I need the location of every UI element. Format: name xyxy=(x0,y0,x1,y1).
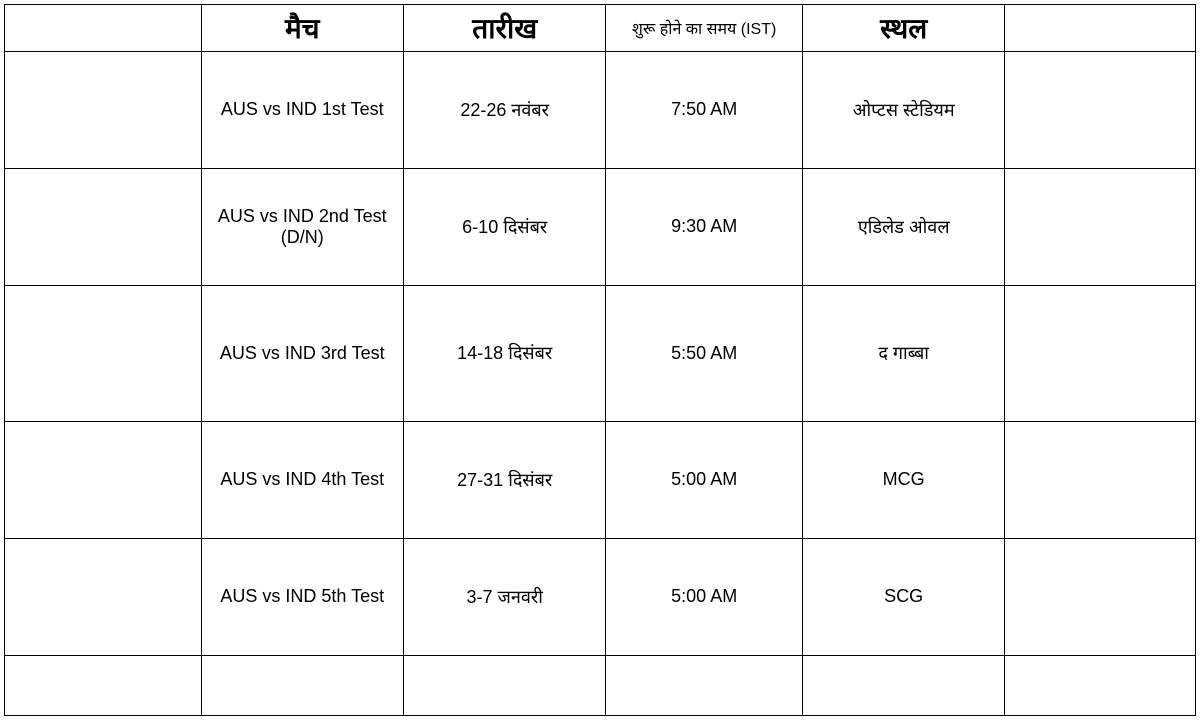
cell-match: AUS vs IND 4th Test xyxy=(201,421,403,538)
table-row: AUS vs IND 5th Test 3-7 जनवरी 5:00 AM SC… xyxy=(5,538,1196,655)
cell-match: AUS vs IND 3rd Test xyxy=(201,285,403,421)
cell-venue: ओप्टस स्टेडियम xyxy=(802,52,1004,169)
header-empty-left xyxy=(5,5,202,52)
cell-empty-right xyxy=(1005,538,1196,655)
cell-empty-left xyxy=(5,285,202,421)
cell-empty-right xyxy=(1005,285,1196,421)
cell-empty xyxy=(1005,655,1196,715)
table-footer-row xyxy=(5,655,1196,715)
header-match: मैच xyxy=(201,5,403,52)
cell-match: AUS vs IND 1st Test xyxy=(201,52,403,169)
cell-date: 22-26 नवंबर xyxy=(403,52,605,169)
cell-date: 3-7 जनवरी xyxy=(403,538,605,655)
cell-empty-left xyxy=(5,538,202,655)
table-row: AUS vs IND 2nd Test (D/N) 6-10 दिसंबर 9:… xyxy=(5,168,1196,285)
cell-time: 7:50 AM xyxy=(606,52,803,169)
cell-time: 5:00 AM xyxy=(606,538,803,655)
cell-venue: द गाब्बा xyxy=(802,285,1004,421)
table-row: AUS vs IND 4th Test 27-31 दिसंबर 5:00 AM… xyxy=(5,421,1196,538)
cell-date: 14-18 दिसंबर xyxy=(403,285,605,421)
cell-date: 6-10 दिसंबर xyxy=(403,168,605,285)
cell-time: 5:00 AM xyxy=(606,421,803,538)
cell-empty-right xyxy=(1005,52,1196,169)
table-row: AUS vs IND 3rd Test 14-18 दिसंबर 5:50 AM… xyxy=(5,285,1196,421)
cell-empty-right xyxy=(1005,168,1196,285)
header-time: शुरू होने का समय (IST) xyxy=(606,5,803,52)
cell-empty-right xyxy=(1005,421,1196,538)
cell-venue: MCG xyxy=(802,421,1004,538)
cell-empty xyxy=(802,655,1004,715)
cell-empty-left xyxy=(5,168,202,285)
table-header-row: मैच तारीख शुरू होने का समय (IST) स्थल xyxy=(5,5,1196,52)
header-empty-right xyxy=(1005,5,1196,52)
cell-time: 5:50 AM xyxy=(606,285,803,421)
cell-venue: SCG xyxy=(802,538,1004,655)
cell-empty xyxy=(606,655,803,715)
cell-venue: एडिलेड ओवल xyxy=(802,168,1004,285)
cell-match: AUS vs IND 2nd Test (D/N) xyxy=(201,168,403,285)
cell-empty xyxy=(5,655,202,715)
cell-time: 9:30 AM xyxy=(606,168,803,285)
cell-empty-left xyxy=(5,52,202,169)
schedule-table: मैच तारीख शुरू होने का समय (IST) स्थल AU… xyxy=(4,4,1196,716)
cell-match: AUS vs IND 5th Test xyxy=(201,538,403,655)
cell-empty-left xyxy=(5,421,202,538)
cell-empty xyxy=(403,655,605,715)
cell-empty xyxy=(201,655,403,715)
table-row: AUS vs IND 1st Test 22-26 नवंबर 7:50 AM … xyxy=(5,52,1196,169)
cell-date: 27-31 दिसंबर xyxy=(403,421,605,538)
header-venue: स्थल xyxy=(802,5,1004,52)
header-date: तारीख xyxy=(403,5,605,52)
